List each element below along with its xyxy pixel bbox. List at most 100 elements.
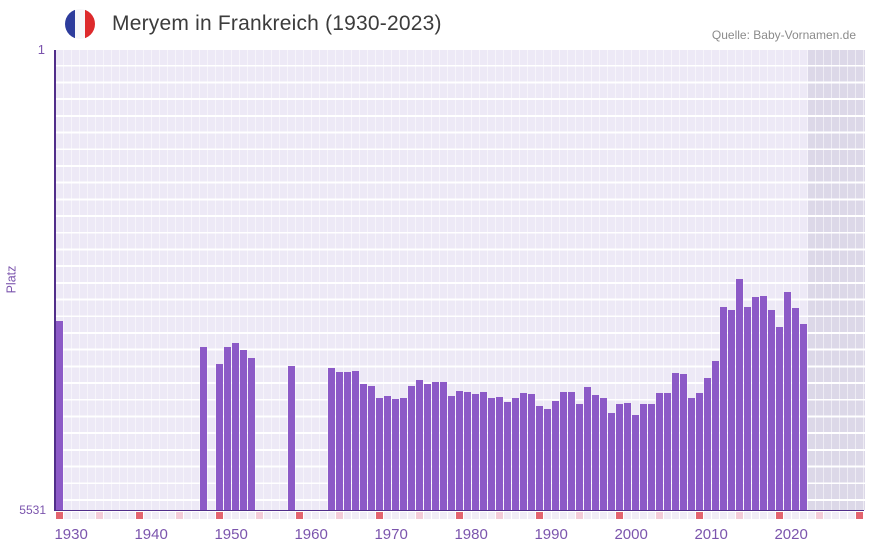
y-axis-min-label: 5531 xyxy=(19,503,46,517)
bar-1974[interactable] xyxy=(407,385,415,510)
year-marker-1989 xyxy=(527,512,535,519)
bar-1978[interactable] xyxy=(439,382,447,510)
bar-2013[interactable] xyxy=(719,307,727,510)
bar-1991[interactable] xyxy=(543,409,551,510)
bar-1976[interactable] xyxy=(423,383,431,510)
bar-1983[interactable] xyxy=(479,392,487,510)
bar-1985[interactable] xyxy=(495,396,503,510)
bar-1999[interactable] xyxy=(607,412,615,510)
bar-2000[interactable] xyxy=(615,403,623,510)
bar-2008[interactable] xyxy=(679,373,687,510)
bar-1959[interactable] xyxy=(287,366,295,510)
bar-1994[interactable] xyxy=(567,392,575,510)
year-marker-1954 xyxy=(247,512,255,519)
bar-1986[interactable] xyxy=(503,402,511,510)
bar-2017[interactable] xyxy=(751,297,759,510)
bar-1972[interactable] xyxy=(391,398,399,510)
year-marker-1957 xyxy=(271,512,279,519)
bar-1998[interactable] xyxy=(599,398,607,510)
year-marker-1963 xyxy=(319,512,327,519)
year-marker-1999 xyxy=(607,512,615,519)
bar-1975[interactable] xyxy=(415,380,423,510)
year-marker-1993 xyxy=(559,512,567,519)
bar-1995[interactable] xyxy=(575,404,583,510)
bar-1966[interactable] xyxy=(343,371,351,510)
bar-2022[interactable] xyxy=(791,308,799,510)
bar-2018[interactable] xyxy=(759,296,767,510)
bar-2011[interactable] xyxy=(703,377,711,510)
bar-1977[interactable] xyxy=(431,381,439,510)
bar-1971[interactable] xyxy=(383,395,391,510)
bar-1951[interactable] xyxy=(223,346,231,510)
bar-1996[interactable] xyxy=(583,386,591,510)
bar-1953[interactable] xyxy=(239,349,247,510)
year-marker-1952 xyxy=(231,512,239,519)
x-tick-label-2020: 2020 xyxy=(774,526,808,543)
bar-1954[interactable] xyxy=(247,358,255,510)
bar-1964[interactable] xyxy=(327,367,335,510)
bar-1967[interactable] xyxy=(351,371,359,510)
year-marker-1955 xyxy=(255,512,263,519)
bar-1993[interactable] xyxy=(559,391,567,510)
year-marker-1971 xyxy=(383,512,391,519)
bar-1981[interactable] xyxy=(463,392,471,510)
bar-2004[interactable] xyxy=(647,403,655,510)
bar-1979[interactable] xyxy=(447,396,455,510)
year-marker-1956 xyxy=(263,512,271,519)
year-marker-2030 xyxy=(855,512,863,519)
bar-1990[interactable] xyxy=(535,406,543,510)
bar-2010[interactable] xyxy=(695,392,703,510)
bar-1969[interactable] xyxy=(367,386,375,510)
bar-1973[interactable] xyxy=(399,398,407,510)
bar-1968[interactable] xyxy=(359,384,367,510)
year-marker-1950 xyxy=(215,512,223,519)
bar-1989[interactable] xyxy=(527,394,535,510)
bar-2001[interactable] xyxy=(623,403,631,510)
bar-1948[interactable] xyxy=(199,346,207,510)
bar-2019[interactable] xyxy=(767,310,775,510)
bar-1970[interactable] xyxy=(375,397,383,510)
plot-area-grid xyxy=(55,50,865,510)
bar-2007[interactable] xyxy=(671,373,679,510)
bar-1997[interactable] xyxy=(591,395,599,510)
bar-2020[interactable] xyxy=(775,327,783,510)
bar-1987[interactable] xyxy=(511,398,519,510)
bar-1988[interactable] xyxy=(519,392,527,510)
bar-1950[interactable] xyxy=(215,363,223,510)
bar-2002[interactable] xyxy=(631,415,639,510)
bar-2021[interactable] xyxy=(783,291,791,510)
bar-2016[interactable] xyxy=(743,307,751,510)
bar-2009[interactable] xyxy=(687,397,695,510)
bar-1992[interactable] xyxy=(551,401,559,510)
bar-2014[interactable] xyxy=(727,310,735,510)
bar-2023[interactable] xyxy=(799,324,807,510)
year-marker-2020 xyxy=(775,512,783,519)
year-marker-2015 xyxy=(735,512,743,519)
bar-2006[interactable] xyxy=(663,393,671,510)
year-marker-1959 xyxy=(287,512,295,519)
year-marker-1967 xyxy=(351,512,359,519)
year-marker-2008 xyxy=(679,512,687,519)
bar-1980[interactable] xyxy=(455,390,463,510)
year-marker-2026 xyxy=(823,512,831,519)
bar-2015[interactable] xyxy=(735,279,743,510)
year-marker-1941 xyxy=(143,512,151,519)
year-marker-1977 xyxy=(431,512,439,519)
bar-2005[interactable] xyxy=(655,392,663,510)
bar-2003[interactable] xyxy=(639,404,647,510)
x-tick-label-1960: 1960 xyxy=(294,526,328,543)
bar-1952[interactable] xyxy=(231,343,239,510)
year-marker-1985 xyxy=(495,512,503,519)
year-marker-1966 xyxy=(343,512,351,519)
year-marker-1932 xyxy=(71,512,79,519)
bar-1984[interactable] xyxy=(487,397,495,510)
year-marker-2004 xyxy=(647,512,655,519)
year-marker-1988 xyxy=(519,512,527,519)
bar-1965[interactable] xyxy=(335,371,343,510)
bar-2012[interactable] xyxy=(711,361,719,510)
bar-1930[interactable] xyxy=(55,321,63,510)
france-flag-icon xyxy=(65,9,95,39)
bar-1982[interactable] xyxy=(471,394,479,510)
year-marker-1938 xyxy=(119,512,127,519)
year-marker-1948 xyxy=(199,512,207,519)
